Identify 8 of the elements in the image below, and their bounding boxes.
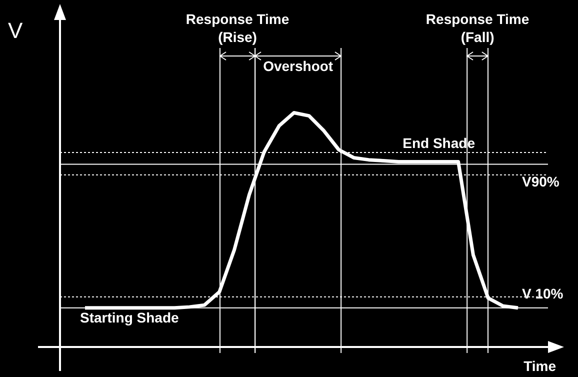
ref-line-label: Starting Shade (80, 310, 180, 326)
x-axis-title: Time (524, 358, 556, 374)
text: Response Time (Fall) (426, 10, 530, 45)
text: Response Time (Rise) (186, 10, 290, 45)
text: Overshoot (263, 58, 334, 74)
ref-line-label: V90% (522, 174, 560, 190)
y-axis-title: V (8, 18, 23, 44)
ref-line-label: V 10% (522, 286, 564, 302)
